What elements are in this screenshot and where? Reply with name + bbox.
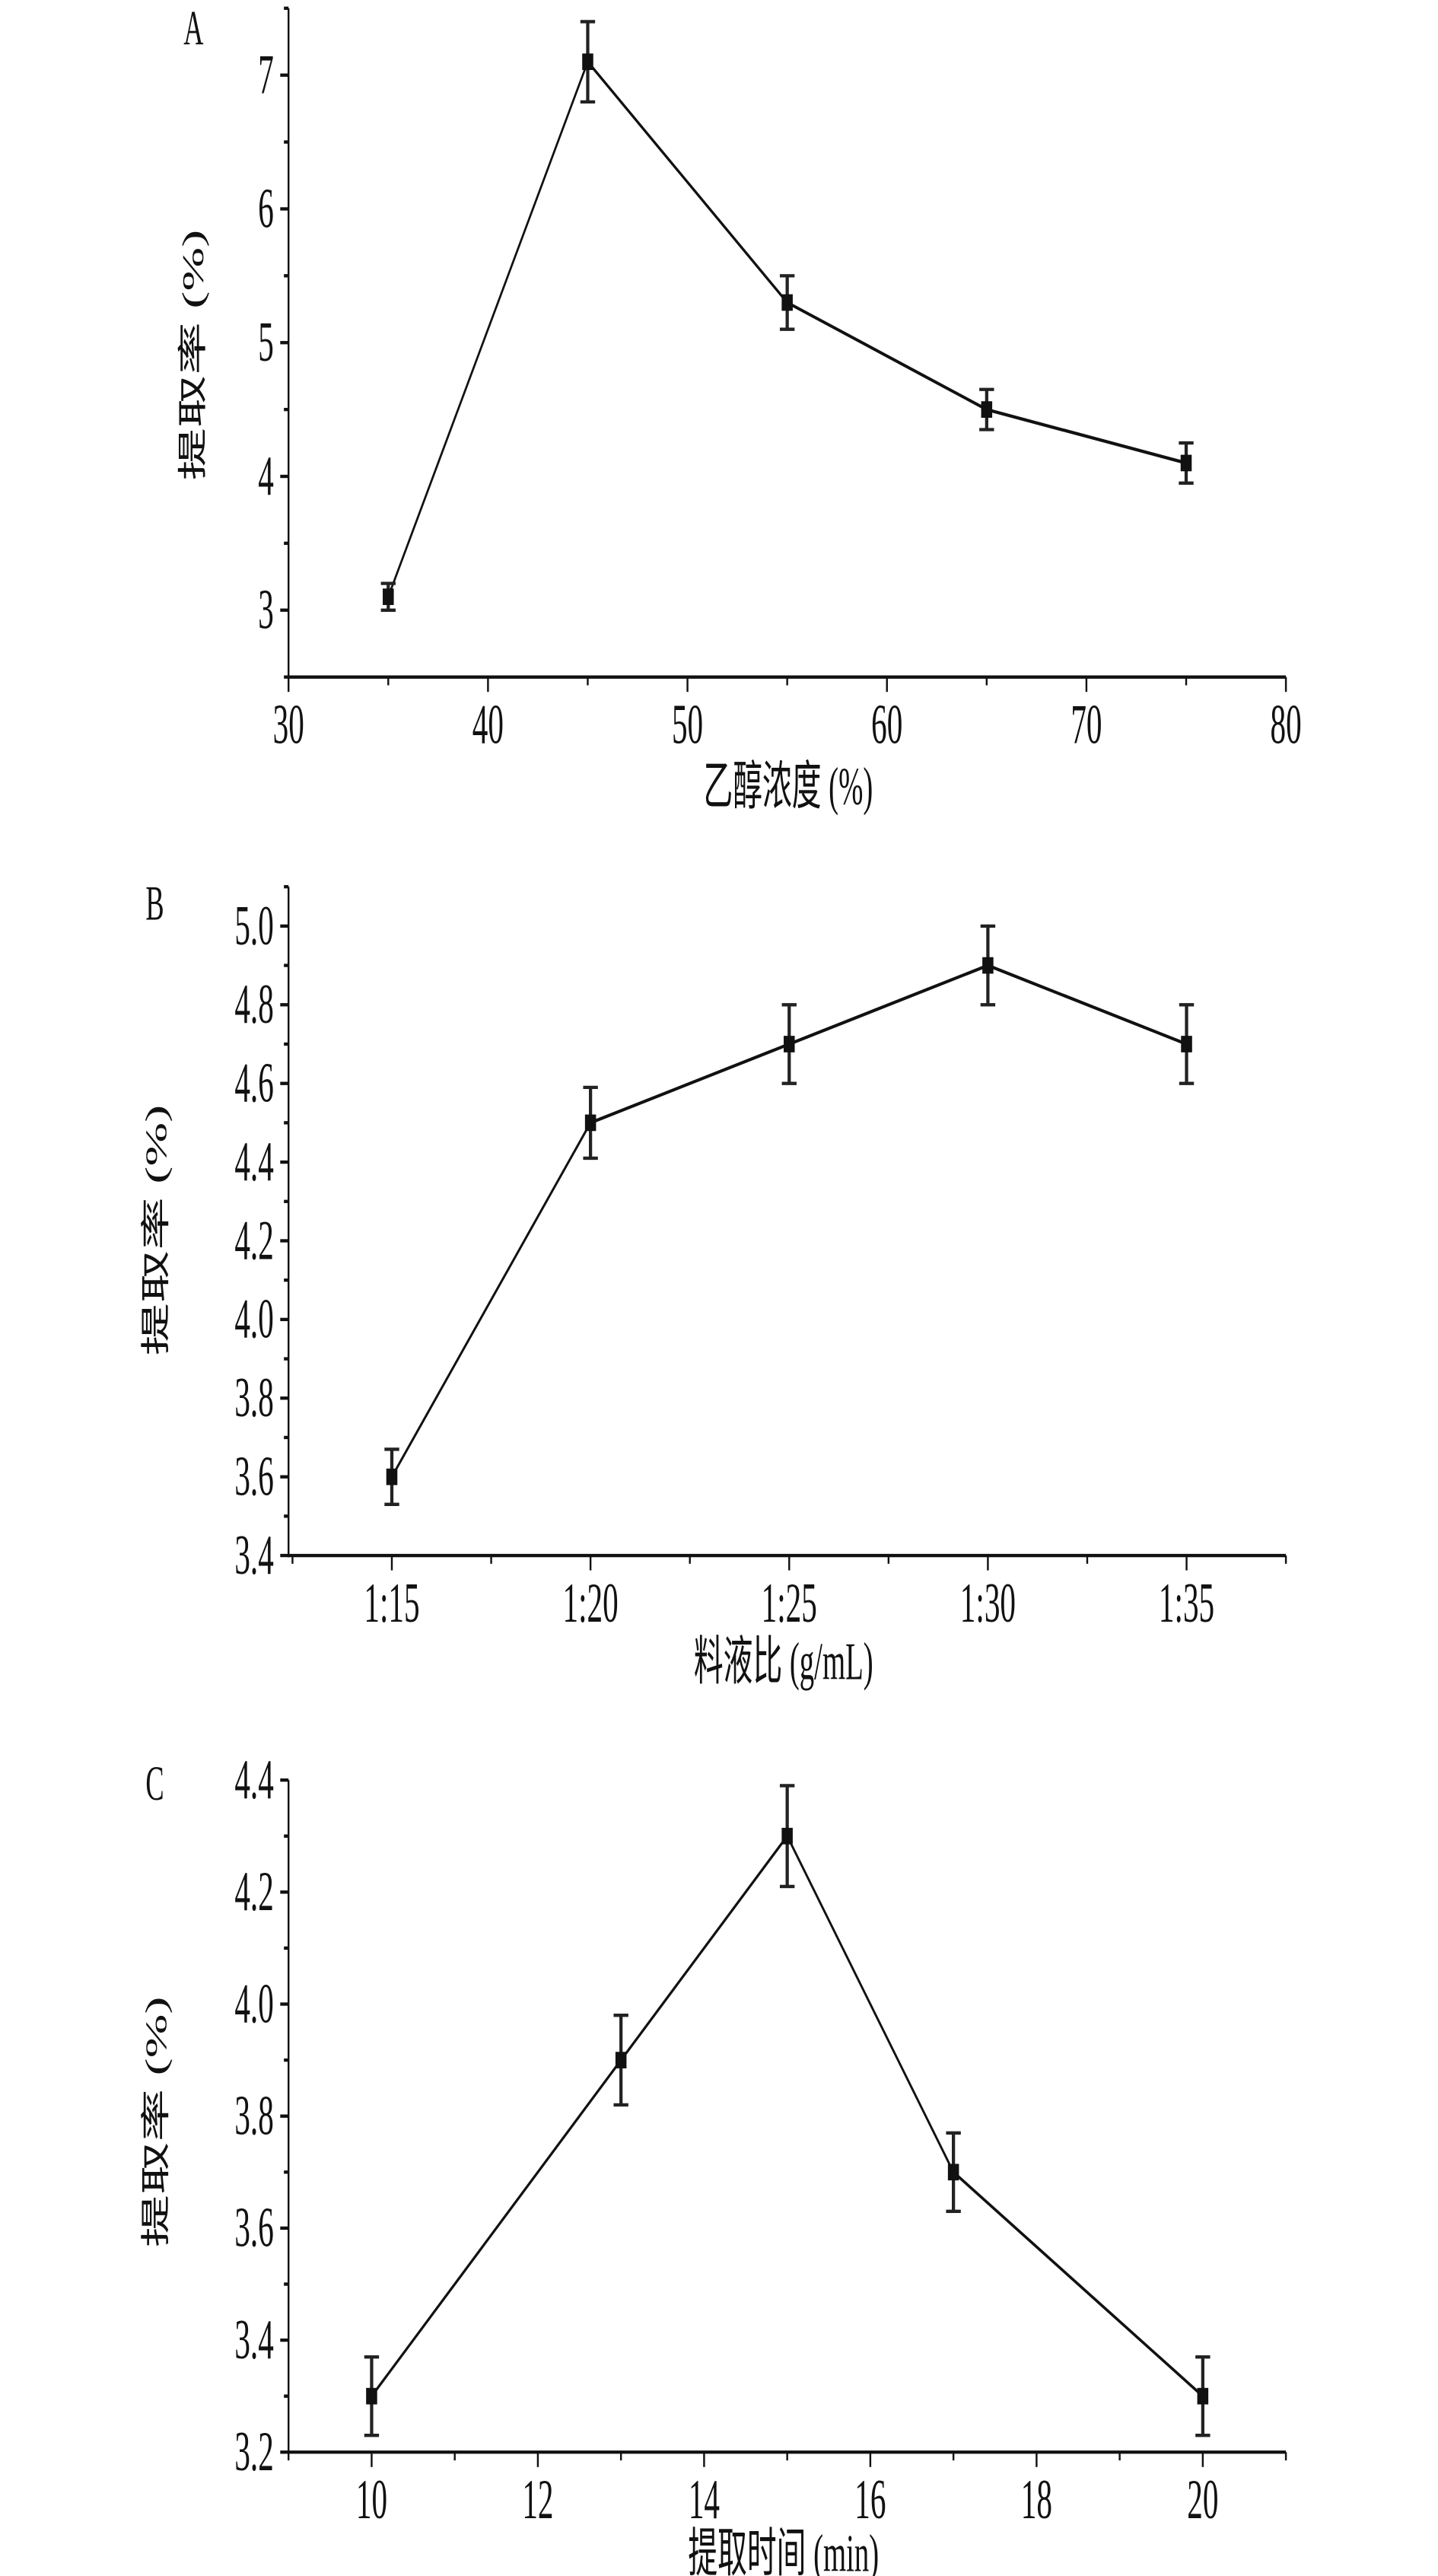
data-point <box>366 2387 377 2405</box>
x-axis-label-b: 料液比 (g/mL) <box>694 1633 873 1692</box>
y-tick-label: 4.0 <box>234 1288 273 1349</box>
x-axis-label-a: 乙醇浓度 (%) <box>703 758 873 817</box>
y-axis-label-a: 提取率 (%) <box>177 230 210 481</box>
data-point <box>1181 1036 1192 1052</box>
data-point <box>781 1827 793 1845</box>
y-tick-label: 7 <box>258 43 274 105</box>
data-point <box>1197 2387 1209 2405</box>
y-tick-label: 6 <box>258 177 274 239</box>
data-point <box>584 1114 597 1132</box>
panel-a: A 乙醇浓度 (%) 提取率 (%) 30 40 50 60 70 80 3 4 5 6 7 <box>177 2 1302 817</box>
y-tick-label: 4 <box>258 444 274 506</box>
x-axis-label-c: 提取时间 (min) <box>688 2525 879 2576</box>
series-line <box>371 1833 1204 2398</box>
x-tick-label: 1:35 <box>1159 1571 1214 1633</box>
x-tick-label: 80 <box>1271 693 1302 755</box>
panel-b: B 料液比 (g/mL) 提取率 (%) 1:15 1:20 1:25 1:30 1:3… <box>140 877 1287 1692</box>
x-tick-label: 70 <box>1071 693 1102 755</box>
data-point <box>383 588 394 606</box>
data-point <box>582 53 593 71</box>
y-axis-label-c: 提取率 (%) <box>140 1996 173 2247</box>
y-tick-label: 3.4 <box>234 2308 273 2370</box>
data-point <box>1180 454 1192 472</box>
y-tick-label: 3 <box>258 578 274 640</box>
data-point <box>783 1036 795 1052</box>
y-tick-label: 3.6 <box>234 1445 273 1507</box>
y-tick-label: 4.2 <box>234 1209 273 1271</box>
y-tick-label: 3.2 <box>234 2421 273 2482</box>
x-tick-label: 1:15 <box>364 1571 419 1633</box>
x-tick-label: 16 <box>854 2469 886 2530</box>
x-tick-label: 30 <box>273 693 304 755</box>
y-tick-label: 4.2 <box>234 1861 273 1922</box>
y-tick-label: 4.8 <box>234 973 273 1035</box>
x-tick-label: 40 <box>472 693 504 755</box>
y-tick-label: 4.4 <box>234 1749 273 1810</box>
x-tick-label: 12 <box>522 2469 553 2530</box>
x-tick-label: 10 <box>356 2469 387 2530</box>
panel-letter-b: B <box>145 877 164 931</box>
panel-letter-a: A <box>183 2 203 56</box>
x-tick-label: 18 <box>1021 2469 1052 2530</box>
data-point <box>982 957 994 974</box>
data-point <box>947 2164 959 2181</box>
data-point <box>386 1468 398 1485</box>
y-tick-label: 3.6 <box>234 2196 273 2258</box>
y-tick-label: 3.8 <box>234 2084 273 2146</box>
x-tick-label: 14 <box>689 2469 720 2530</box>
x-tick-label: 1:30 <box>960 1571 1016 1633</box>
x-tick-label: 50 <box>672 693 703 755</box>
data-point <box>615 2052 627 2068</box>
y-tick-label: 4.6 <box>234 1052 273 1113</box>
y-tick-label: 4.0 <box>234 1973 273 2034</box>
x-tick-label: 20 <box>1187 2469 1218 2530</box>
panel-c: C 提取时间 (min) 提取率 (%) 10 12 14 16 18 20 3.2 3.4 3… <box>140 1749 1287 2576</box>
data-point <box>981 401 993 418</box>
y-tick-label: 4.4 <box>234 1131 273 1192</box>
y-tick-label: 3.8 <box>234 1367 273 1428</box>
x-tick-label: 1:25 <box>762 1571 817 1633</box>
y-tick-label: 5.0 <box>234 894 273 956</box>
panel-letter-c: C <box>145 1756 164 1811</box>
data-point <box>781 294 793 311</box>
x-tick-label: 1:20 <box>563 1571 619 1633</box>
x-tick-label: 60 <box>871 693 902 755</box>
y-tick-label: 3.4 <box>234 1524 273 1585</box>
y-axis-label-b: 提取率 (%) <box>140 1105 173 1356</box>
y-tick-label: 5 <box>258 311 274 373</box>
